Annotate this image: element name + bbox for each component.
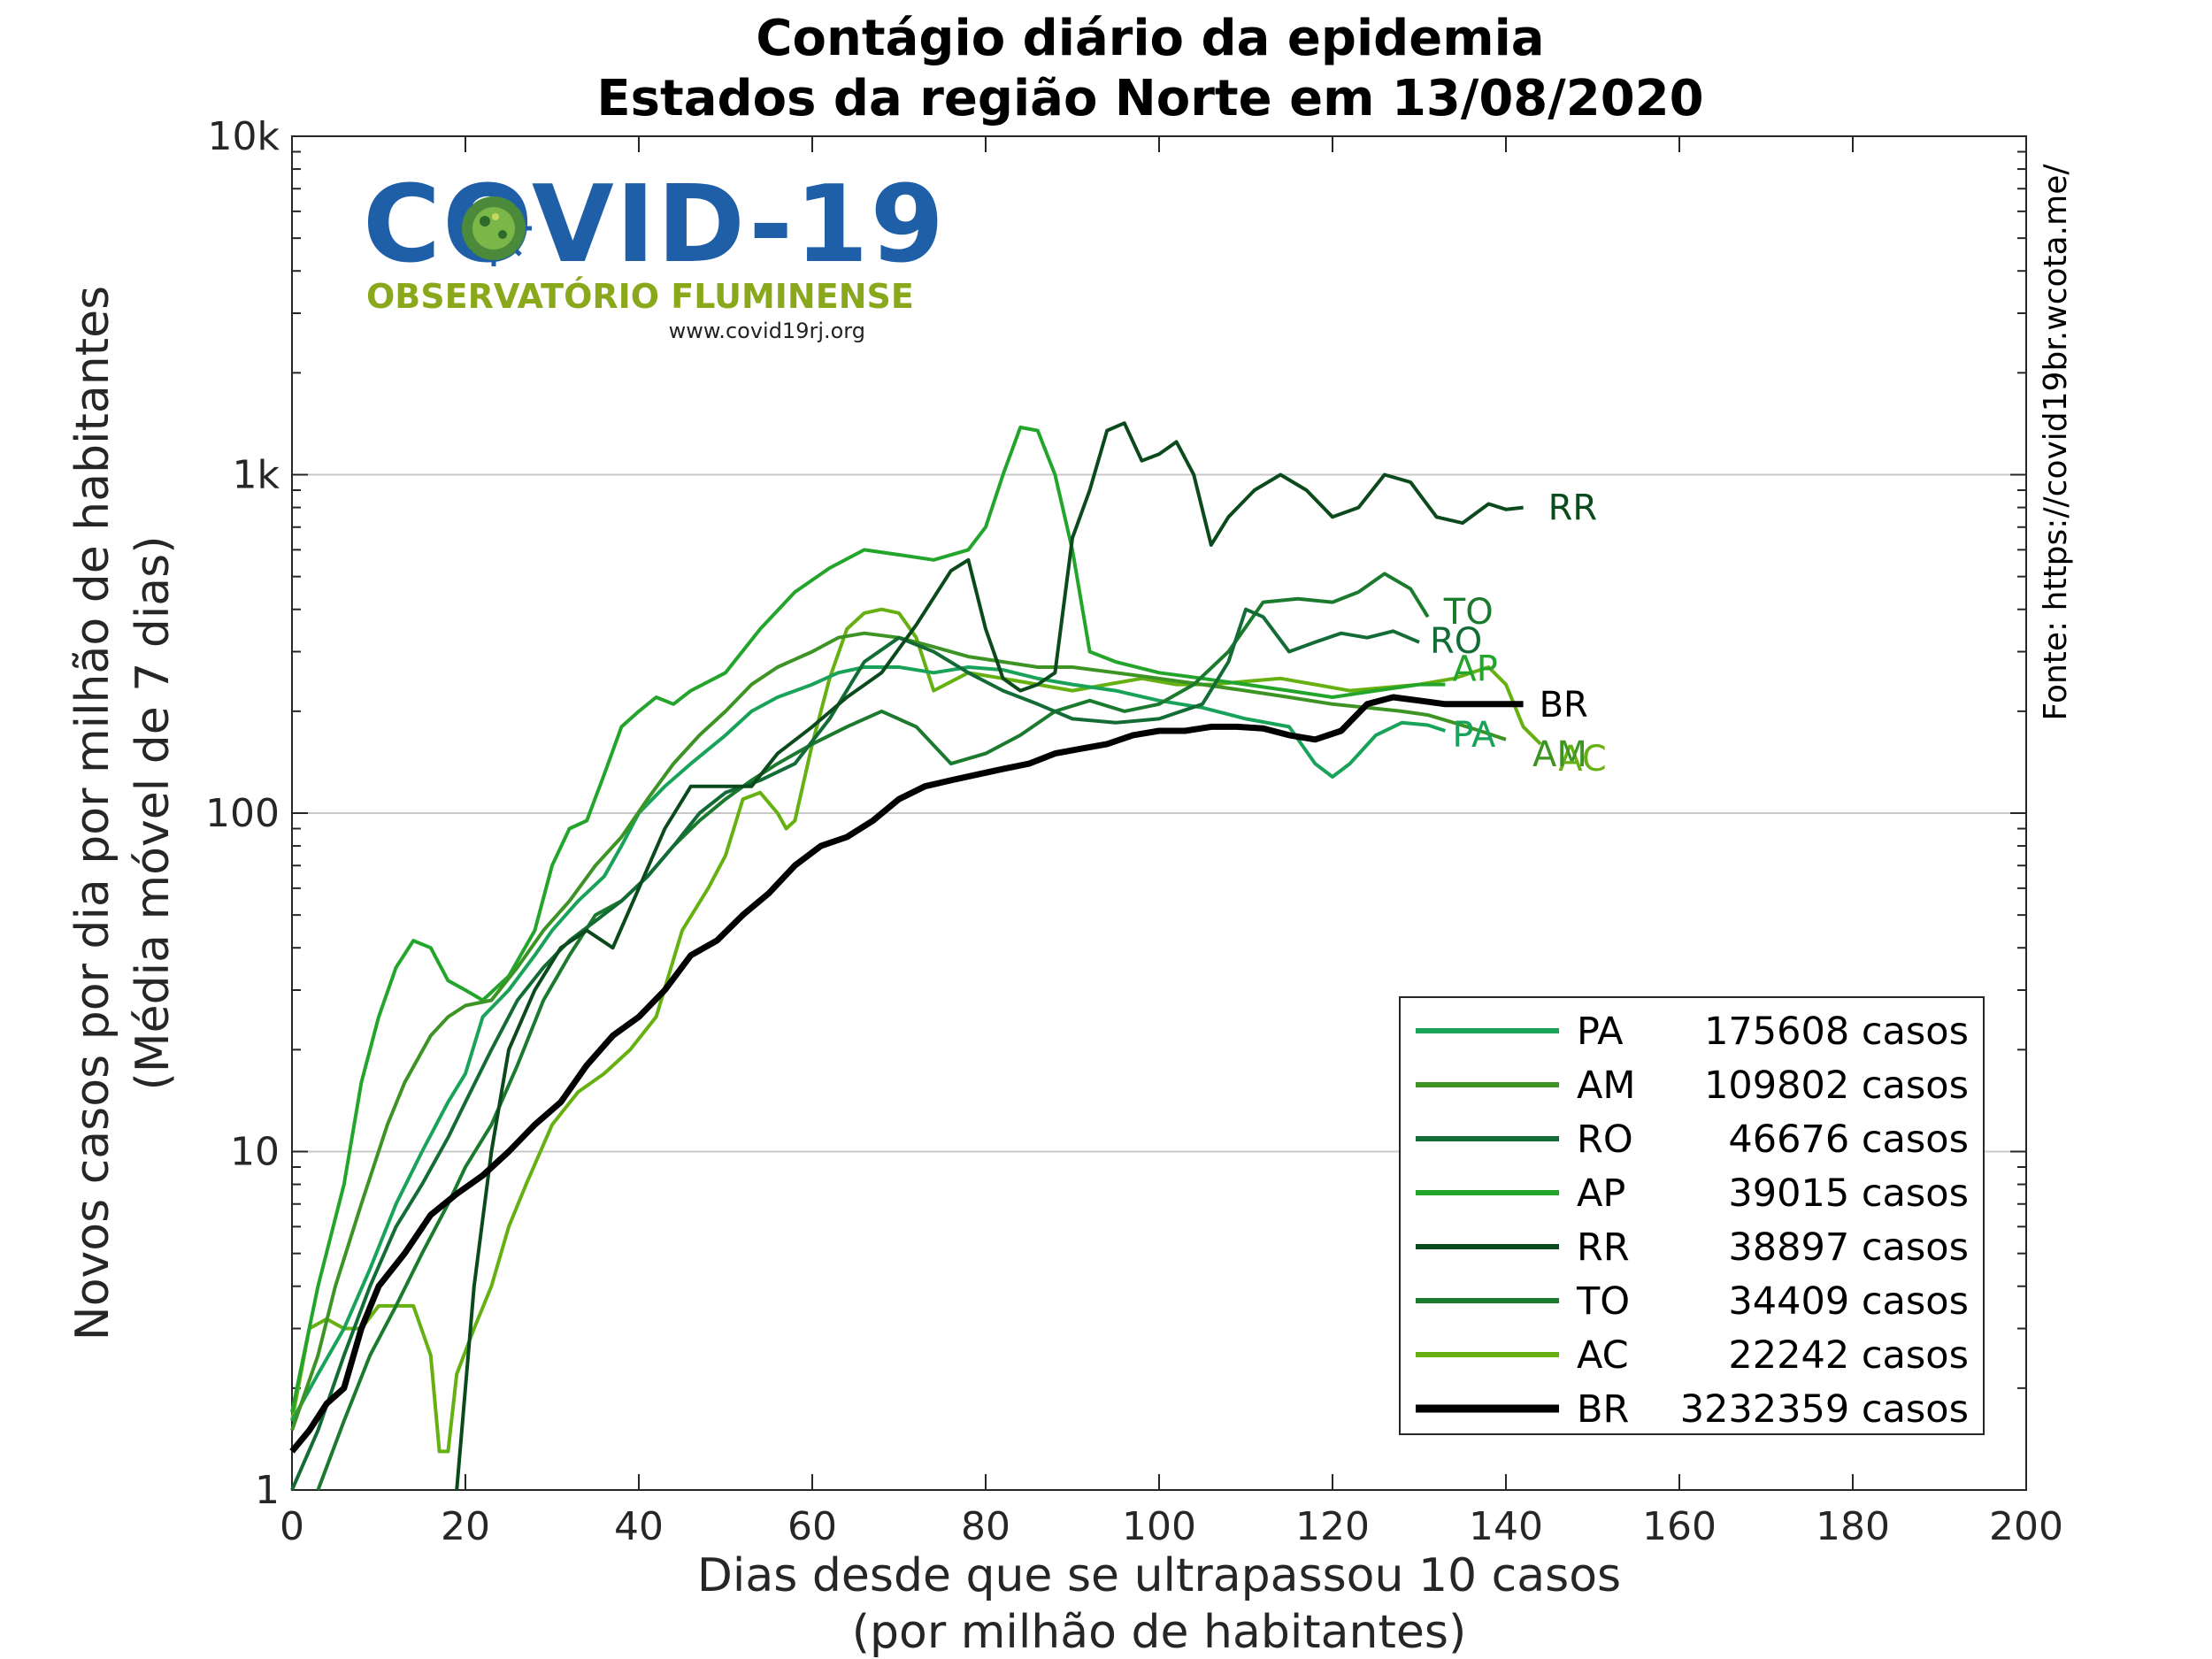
y-tick-label: 1 [255, 1468, 280, 1513]
legend-count-pa: 175608 casos [1704, 1010, 1969, 1054]
x-axis-label: Dias desde que se ultrapassou 10 casos [697, 1549, 1621, 1602]
logo-title: COVID-19 [363, 164, 946, 287]
legend-count-ap: 39015 casos [1728, 1171, 1969, 1216]
legend-count-to: 34409 casos [1728, 1279, 1969, 1324]
end-label-am: AM [1532, 734, 1587, 775]
end-label-pa: PA [1452, 715, 1496, 756]
y-axis-label: Novos casos por dia por milhão de habita… [66, 286, 119, 1340]
legend-name-br: BR [1577, 1387, 1629, 1432]
legend: PA 175608 casos AM 109802 casos RO 46676 caso… [1399, 996, 1985, 1435]
logo-subtitle: OBSERVATÓRIO FLUMINENSE [366, 277, 914, 316]
x-tick-label: 40 [614, 1504, 664, 1549]
x-tick-label: 0 [280, 1504, 304, 1549]
legend-name-to: TO [1576, 1279, 1630, 1324]
y-tick-label: 100 [205, 791, 280, 836]
x-tick-label: 160 [1642, 1504, 1717, 1549]
end-label-ap: AP [1452, 649, 1497, 690]
legend-count-rr: 38897 casos [1728, 1225, 1969, 1270]
x-tick-label: 60 [787, 1504, 837, 1549]
end-label-br: BR [1540, 685, 1588, 726]
series-line-ac [290, 607, 1542, 1454]
legend-count-br: 3232359 casos [1680, 1387, 1969, 1432]
covid-logo: COVID-19 OBSERVATÓRIO FLUMINENSE www.cov… [363, 164, 946, 343]
x-tick-label: 180 [1816, 1504, 1890, 1549]
legend-name-ac: AC [1577, 1333, 1629, 1378]
x-tick-label: 80 [961, 1504, 1010, 1549]
end-label-ro: RO [1430, 621, 1482, 662]
x-tick-label: 140 [1469, 1504, 1543, 1549]
x-axis-sublabel: (por milhão de habitantes) [852, 1606, 1467, 1659]
series-line-ro [290, 607, 1420, 1491]
end-label-rr: RR [1548, 488, 1598, 529]
y-tick-label: 1k [233, 453, 280, 498]
legend-box [1399, 996, 1985, 1435]
x-tick-label: 120 [1295, 1504, 1370, 1549]
legend-count-am: 109802 casos [1704, 1064, 1969, 1108]
legend-name-am: AM [1577, 1064, 1636, 1108]
end-label-to: TO [1443, 592, 1494, 633]
logo-url: www.covid19rj.org [669, 319, 865, 343]
y-tick-label: 10k [208, 114, 280, 159]
y-axis-sublabel: (Média móvel de 7 dias) [127, 535, 180, 1090]
legend-count-ac: 22242 casos [1728, 1333, 1969, 1378]
series-line-ap [290, 426, 1446, 1413]
series-line-br [289, 694, 1524, 1454]
legend-count-ro: 46676 casos [1728, 1118, 1969, 1162]
x-tick-label: 200 [1989, 1504, 2063, 1549]
x-tick-label: 100 [1122, 1504, 1196, 1549]
series-layer [289, 421, 1542, 1491]
virus-icon [456, 190, 532, 266]
tick-layer: 1 10 100 1k 10k 0 20 40 60 80 100 120 140 160 180 200 [205, 114, 2063, 1549]
legend-name-pa: PA [1577, 1010, 1624, 1054]
source-note: Fonte: https://covid19br.wcota.me/ [2038, 164, 2074, 721]
legend-name-ap: AP [1577, 1171, 1625, 1216]
chart-subtitle: Estados da região Norte em 13/08/2020 [596, 70, 1703, 127]
legend-name-ro: RO [1577, 1118, 1633, 1162]
chart-title: Contágio diário da epidemia [756, 10, 1544, 67]
end-label-ac: AC [1558, 739, 1607, 780]
series-line-am [290, 631, 1507, 1432]
legend-name-rr: RR [1577, 1225, 1630, 1270]
series-line-rr [455, 421, 1524, 1491]
y-tick-label: 10 [230, 1130, 280, 1175]
x-tick-label: 20 [441, 1504, 490, 1549]
